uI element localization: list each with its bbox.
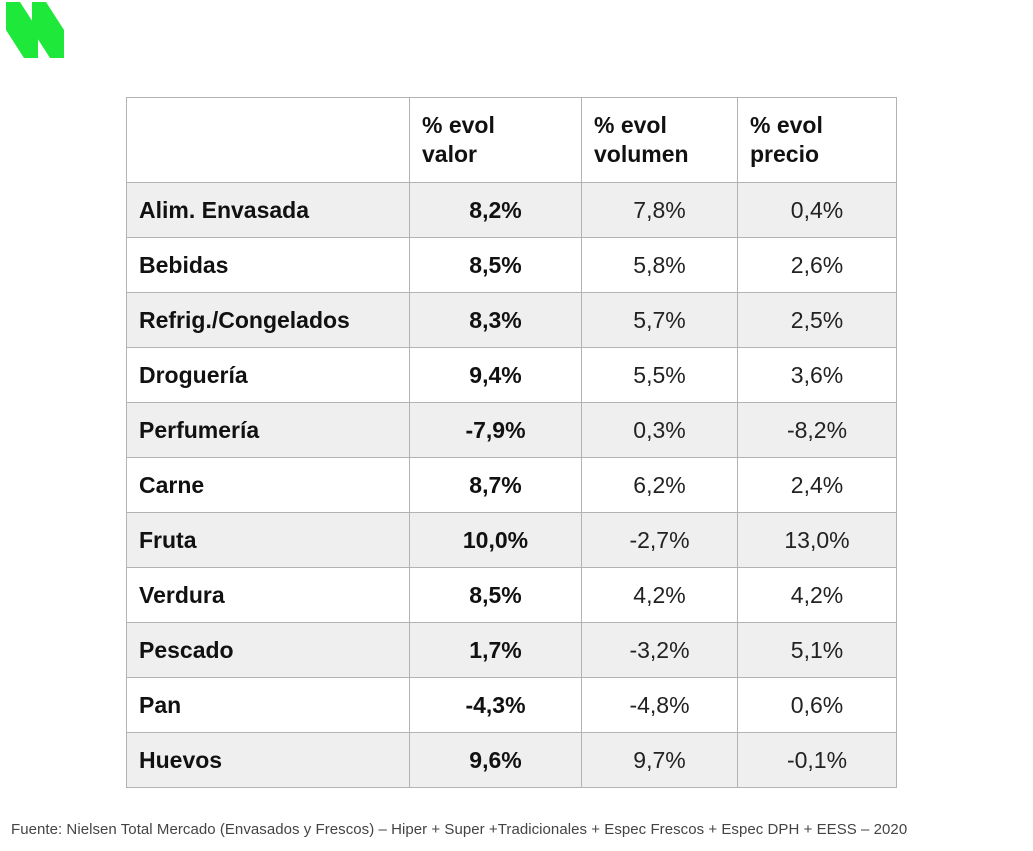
row-evol-valor: 8,5%: [409, 237, 582, 293]
table-header-row: % evol valor % evol volumen % evol preci…: [126, 97, 897, 183]
row-evol-valor: 8,2%: [409, 182, 582, 238]
logo-stripe-right: [32, 2, 64, 58]
row-evol-valor: 9,6%: [409, 732, 582, 788]
row-evol-precio: 0,4%: [737, 182, 897, 238]
row-category: Fruta: [126, 512, 410, 568]
table-row: Carne 8,7% 6,2% 2,4%: [126, 457, 897, 513]
table-row: Refrig./Congelados 8,3% 5,7% 2,5%: [126, 292, 897, 348]
row-evol-precio: 3,6%: [737, 347, 897, 403]
source-footnote: Fuente: Nielsen Total Mercado (Envasados…: [11, 821, 908, 838]
row-evol-precio: 2,5%: [737, 292, 897, 348]
table-row: Verdura 8,5% 4,2% 4,2%: [126, 567, 897, 623]
row-category: Bebidas: [126, 237, 410, 293]
row-evol-volumen: 6,2%: [581, 457, 738, 513]
row-category: Pan: [126, 677, 410, 733]
table-row: Pan -4,3% -4,8% 0,6%: [126, 677, 897, 733]
table-row: Huevos 9,6% 9,7% -0,1%: [126, 732, 897, 788]
table-body: Alim. Envasada 8,2% 7,8% 0,4% Bebidas 8,…: [126, 182, 897, 788]
row-category: Pescado: [126, 622, 410, 678]
row-evol-volumen: 4,2%: [581, 567, 738, 623]
row-evol-valor: 10,0%: [409, 512, 582, 568]
row-evol-precio: 2,6%: [737, 237, 897, 293]
row-category: Refrig./Congelados: [126, 292, 410, 348]
table-row: Bebidas 8,5% 5,8% 2,6%: [126, 237, 897, 293]
header-evol-volumen: % evol volumen: [581, 97, 738, 183]
row-evol-valor: -4,3%: [409, 677, 582, 733]
row-evol-valor: 8,7%: [409, 457, 582, 513]
row-evol-volumen: 9,7%: [581, 732, 738, 788]
row-category: Huevos: [126, 732, 410, 788]
row-evol-volumen: 5,8%: [581, 237, 738, 293]
row-evol-volumen: -2,7%: [581, 512, 738, 568]
row-evol-volumen: 0,3%: [581, 402, 738, 458]
row-evol-volumen: -3,2%: [581, 622, 738, 678]
row-category: Droguería: [126, 347, 410, 403]
table-row: Droguería 9,4% 5,5% 3,6%: [126, 347, 897, 403]
row-evol-valor: 8,5%: [409, 567, 582, 623]
row-evol-precio: 0,6%: [737, 677, 897, 733]
row-evol-valor: 8,3%: [409, 292, 582, 348]
header-evol-precio: % evol precio: [737, 97, 897, 183]
row-evol-precio: 4,2%: [737, 567, 897, 623]
row-evol-precio: -0,1%: [737, 732, 897, 788]
row-evol-precio: 2,4%: [737, 457, 897, 513]
row-evol-volumen: 5,7%: [581, 292, 738, 348]
evolution-table-container: % evol valor % evol volumen % evol preci…: [126, 97, 897, 788]
row-evol-precio: 13,0%: [737, 512, 897, 568]
header-evol-valor: % evol valor: [409, 97, 582, 183]
row-category: Verdura: [126, 567, 410, 623]
row-evol-valor: -7,9%: [409, 402, 582, 458]
table-row: Pescado 1,7% -3,2% 5,1%: [126, 622, 897, 678]
row-evol-precio: 5,1%: [737, 622, 897, 678]
row-evol-precio: -8,2%: [737, 402, 897, 458]
logo-stripe-left: [6, 2, 38, 58]
table-row: Fruta 10,0% -2,7% 13,0%: [126, 512, 897, 568]
row-evol-volumen: 5,5%: [581, 347, 738, 403]
row-category: Alim. Envasada: [126, 182, 410, 238]
header-category: [126, 97, 410, 183]
row-evol-volumen: -4,8%: [581, 677, 738, 733]
brand-logo: [6, 2, 64, 58]
row-category: Carne: [126, 457, 410, 513]
row-evol-valor: 1,7%: [409, 622, 582, 678]
row-category: Perfumería: [126, 402, 410, 458]
row-evol-volumen: 7,8%: [581, 182, 738, 238]
table-row: Alim. Envasada 8,2% 7,8% 0,4%: [126, 182, 897, 238]
row-evol-valor: 9,4%: [409, 347, 582, 403]
table-row: Perfumería -7,9% 0,3% -8,2%: [126, 402, 897, 458]
evolution-table: % evol valor % evol volumen % evol preci…: [126, 97, 897, 788]
